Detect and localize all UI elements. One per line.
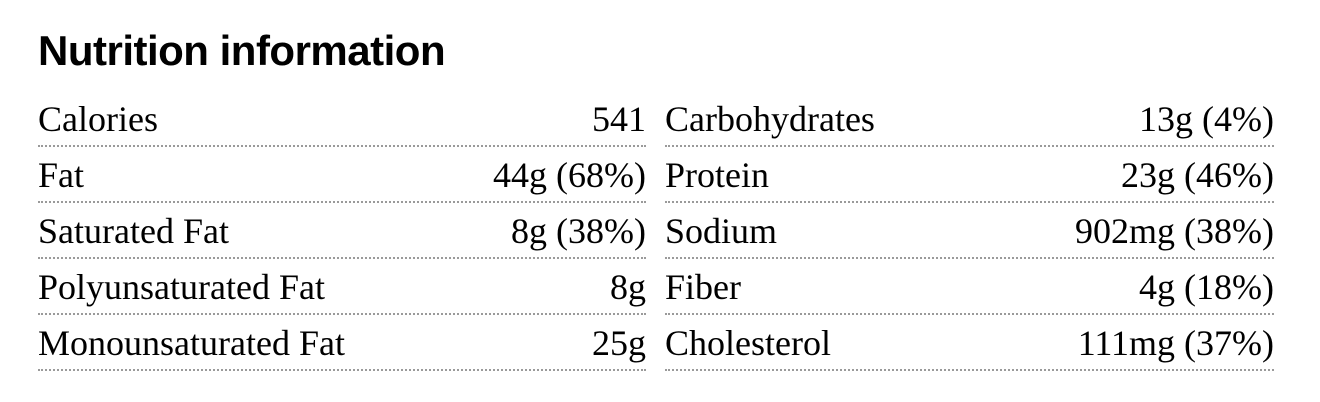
nutrient-value: 25g bbox=[592, 323, 646, 363]
nutrient-value: 23g (46%) bbox=[1121, 155, 1274, 195]
nutrient-value: 541 bbox=[592, 99, 646, 139]
nutrient-value: 44g (68%) bbox=[493, 155, 646, 195]
nutrition-row-saturated-fat: Saturated Fat 8g (38%) bbox=[38, 203, 646, 259]
nutrient-label: Carbohydrates bbox=[665, 99, 875, 139]
nutrient-label: Fiber bbox=[665, 267, 741, 307]
nutrient-label: Monounsaturated Fat bbox=[38, 323, 345, 363]
nutrient-value: 902mg (38%) bbox=[1075, 211, 1274, 251]
nutrition-row-calories: Calories 541 bbox=[38, 91, 646, 147]
nutrition-row-monounsaturated-fat: Monounsaturated Fat 25g bbox=[38, 315, 646, 371]
nutrition-row-sodium: Sodium 902mg (38%) bbox=[665, 203, 1274, 259]
nutrient-label: Calories bbox=[38, 99, 158, 139]
nutrition-row-fat: Fat 44g (68%) bbox=[38, 147, 646, 203]
nutrition-left-column: Calories 541 Fat 44g (68%) Saturated Fat… bbox=[38, 91, 646, 371]
nutrient-label: Fat bbox=[38, 155, 85, 195]
nutrient-label: Protein bbox=[665, 155, 769, 195]
nutrition-title: Nutrition information bbox=[38, 27, 446, 74]
nutrient-value: 111mg (37%) bbox=[1077, 323, 1274, 363]
nutrition-row-fiber: Fiber 4g (18%) bbox=[665, 259, 1274, 315]
nutrient-value: 8g bbox=[610, 267, 646, 307]
nutrient-label: Cholesterol bbox=[665, 323, 831, 363]
nutrition-row-cholesterol: Cholesterol 111mg (37%) bbox=[665, 315, 1274, 371]
nutrition-right-column: Carbohydrates 13g (4%) Protein 23g (46%)… bbox=[665, 91, 1274, 371]
nutrient-label: Saturated Fat bbox=[38, 211, 229, 251]
nutrient-value: 13g (4%) bbox=[1139, 99, 1274, 139]
nutrient-value: 4g (18%) bbox=[1139, 267, 1274, 307]
nutrition-row-protein: Protein 23g (46%) bbox=[665, 147, 1274, 203]
nutrition-row-carbohydrates: Carbohydrates 13g (4%) bbox=[665, 91, 1274, 147]
nutrient-label: Polyunsaturated Fat bbox=[38, 267, 325, 307]
nutrient-value: 8g (38%) bbox=[511, 211, 646, 251]
nutrient-label: Sodium bbox=[665, 211, 778, 251]
nutrition-row-polyunsaturated-fat: Polyunsaturated Fat 8g bbox=[38, 259, 646, 315]
